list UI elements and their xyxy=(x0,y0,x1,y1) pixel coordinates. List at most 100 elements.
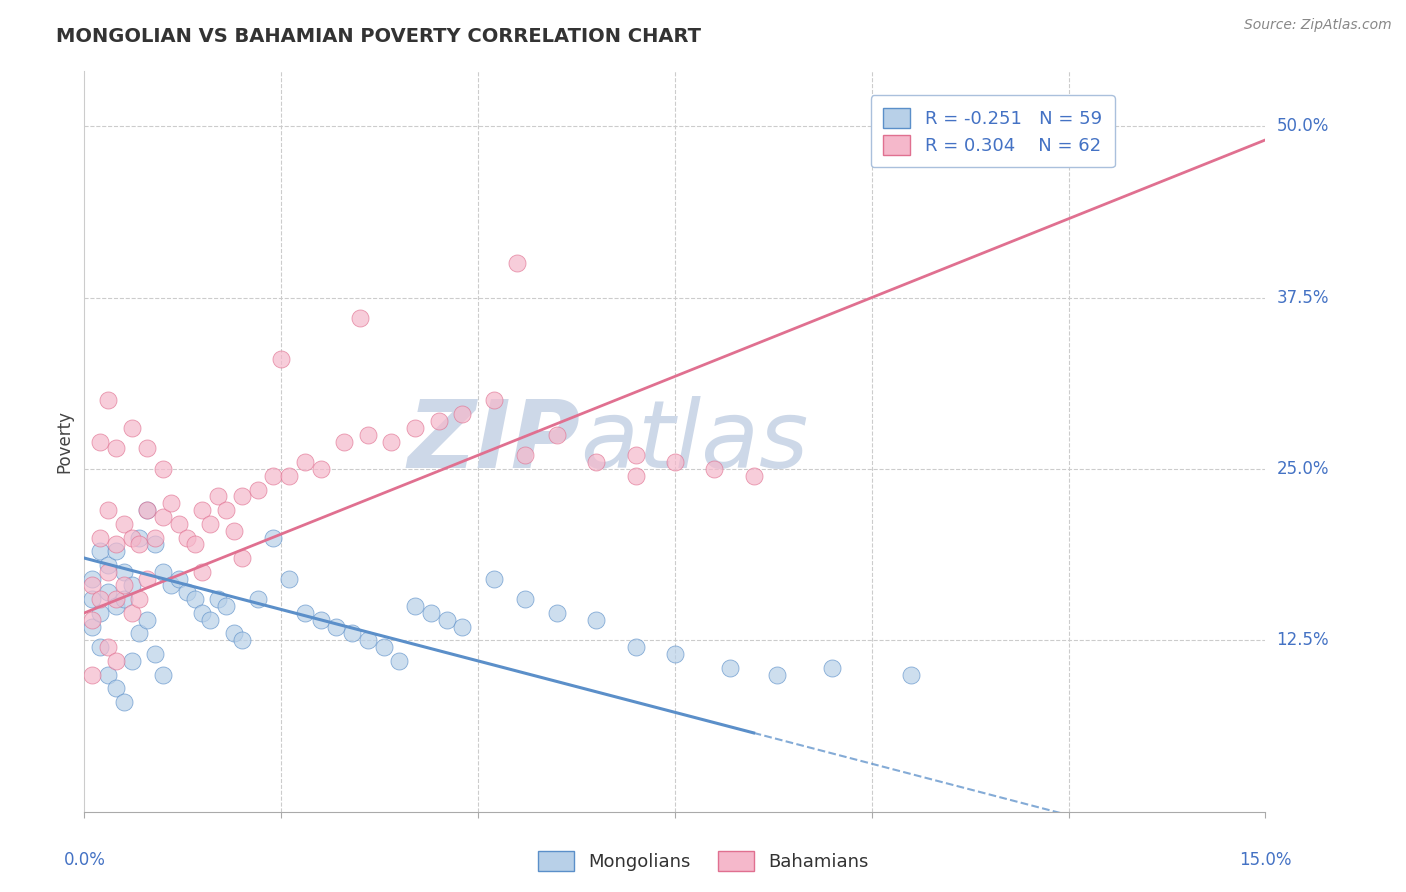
Point xyxy=(624,468,647,483)
Point xyxy=(349,311,371,326)
Text: 37.5%: 37.5% xyxy=(1277,289,1329,307)
Text: atlas: atlas xyxy=(581,396,808,487)
Point xyxy=(89,640,111,655)
Point xyxy=(340,626,363,640)
Point xyxy=(112,592,135,607)
Point xyxy=(585,455,607,469)
Point xyxy=(128,592,150,607)
Point xyxy=(207,489,229,503)
Point xyxy=(191,503,214,517)
Point xyxy=(136,503,159,517)
Point xyxy=(167,516,190,531)
Point xyxy=(624,640,647,655)
Point xyxy=(294,455,316,469)
Point xyxy=(112,695,135,709)
Point xyxy=(82,667,104,681)
Point xyxy=(546,606,568,620)
Point xyxy=(900,667,922,681)
Point xyxy=(246,592,269,607)
Point xyxy=(294,606,316,620)
Point xyxy=(121,606,143,620)
Point xyxy=(97,667,120,681)
Point xyxy=(325,619,347,633)
Point xyxy=(143,537,166,551)
Point xyxy=(89,592,111,607)
Point xyxy=(436,613,458,627)
Point xyxy=(388,654,411,668)
Point xyxy=(191,565,214,579)
Point xyxy=(89,531,111,545)
Point xyxy=(380,434,402,449)
Point xyxy=(97,640,120,655)
Point xyxy=(112,565,135,579)
Point xyxy=(419,606,441,620)
Text: 50.0%: 50.0% xyxy=(1277,117,1329,136)
Point xyxy=(104,681,127,696)
Point xyxy=(766,667,789,681)
Point xyxy=(222,626,245,640)
Point xyxy=(112,578,135,592)
Text: 15.0%: 15.0% xyxy=(1239,851,1292,869)
Point xyxy=(152,462,174,476)
Text: 25.0%: 25.0% xyxy=(1277,460,1329,478)
Point xyxy=(176,531,198,545)
Text: Source: ZipAtlas.com: Source: ZipAtlas.com xyxy=(1244,18,1392,32)
Point xyxy=(451,407,474,421)
Point xyxy=(222,524,245,538)
Point xyxy=(357,633,380,648)
Point xyxy=(718,661,741,675)
Point xyxy=(89,434,111,449)
Point xyxy=(191,606,214,620)
Point xyxy=(207,592,229,607)
Point xyxy=(231,633,253,648)
Point xyxy=(278,468,301,483)
Point xyxy=(89,544,111,558)
Point xyxy=(200,613,222,627)
Point xyxy=(482,572,505,586)
Legend: Mongolians, Bahamians: Mongolians, Bahamians xyxy=(530,844,876,879)
Point xyxy=(143,647,166,661)
Point xyxy=(404,599,426,613)
Point xyxy=(121,531,143,545)
Point xyxy=(82,572,104,586)
Point xyxy=(104,599,127,613)
Point xyxy=(246,483,269,497)
Point xyxy=(183,592,205,607)
Point xyxy=(515,592,537,607)
Point xyxy=(97,503,120,517)
Point xyxy=(82,592,104,607)
Point xyxy=(104,537,127,551)
Point xyxy=(506,256,529,270)
Point xyxy=(128,626,150,640)
Point xyxy=(270,352,292,367)
Point xyxy=(664,455,686,469)
Point xyxy=(333,434,356,449)
Point xyxy=(104,592,127,607)
Point xyxy=(143,531,166,545)
Point xyxy=(97,393,120,408)
Point xyxy=(97,585,120,599)
Point xyxy=(136,572,159,586)
Point xyxy=(136,613,159,627)
Point xyxy=(167,572,190,586)
Point xyxy=(183,537,205,551)
Point xyxy=(373,640,395,655)
Point xyxy=(200,516,222,531)
Point xyxy=(104,442,127,456)
Point xyxy=(585,613,607,627)
Point xyxy=(121,578,143,592)
Point xyxy=(152,510,174,524)
Point xyxy=(152,667,174,681)
Point xyxy=(482,393,505,408)
Point xyxy=(821,661,844,675)
Point xyxy=(515,448,537,462)
Text: 0.0%: 0.0% xyxy=(63,851,105,869)
Point xyxy=(112,516,135,531)
Point xyxy=(278,572,301,586)
Point xyxy=(82,613,104,627)
Point xyxy=(176,585,198,599)
Point xyxy=(89,606,111,620)
Point xyxy=(136,442,159,456)
Text: 12.5%: 12.5% xyxy=(1277,632,1329,649)
Point xyxy=(82,619,104,633)
